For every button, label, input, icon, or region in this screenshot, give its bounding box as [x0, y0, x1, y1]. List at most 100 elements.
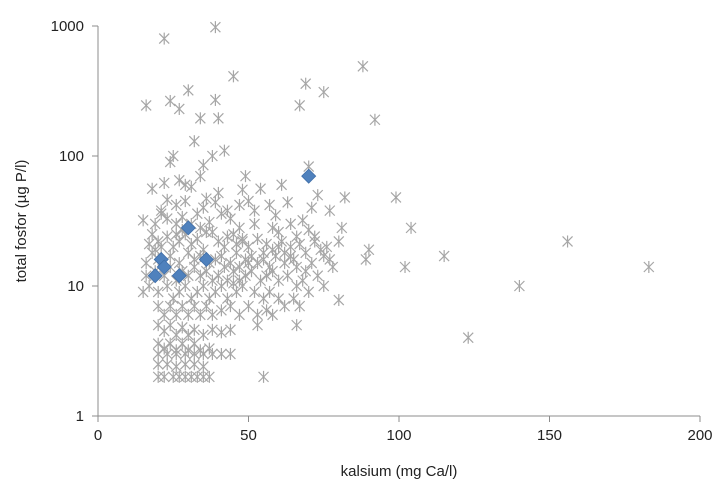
data-point-asterisk — [225, 212, 236, 225]
data-point-asterisk — [161, 358, 173, 371]
data-point-asterisk — [194, 308, 206, 321]
data-point-asterisk — [137, 214, 149, 227]
data-point-asterisk — [399, 261, 411, 274]
data-point-asterisk — [194, 269, 206, 282]
data-point-asterisk — [291, 261, 303, 274]
data-point-asterisk — [249, 217, 260, 230]
series-gray-asterisks — [137, 21, 655, 383]
data-point-asterisk — [143, 238, 155, 251]
data-point-asterisk — [228, 228, 239, 241]
data-point-asterisk — [270, 209, 282, 222]
data-point-asterisk — [513, 280, 525, 292]
data-point-asterisk — [197, 360, 209, 373]
data-point-asterisk — [212, 112, 224, 125]
data-point-asterisk — [188, 323, 200, 336]
data-point-asterisk — [140, 257, 152, 270]
data-point-asterisk — [237, 232, 248, 245]
data-point-asterisk — [173, 102, 185, 115]
data-point-asterisk — [288, 292, 300, 305]
data-point-asterisk — [197, 201, 209, 214]
data-point-asterisk — [197, 370, 209, 383]
data-point-asterisk — [173, 174, 185, 187]
data-point-asterisk — [222, 230, 233, 243]
data-point-asterisk — [360, 253, 372, 266]
data-point-asterisk — [215, 304, 227, 317]
data-point-asterisk — [273, 226, 285, 239]
data-point-asterisk — [252, 319, 263, 332]
data-point-asterisk — [152, 337, 164, 350]
data-point-asterisk — [152, 358, 164, 371]
data-point-asterisk — [206, 347, 218, 360]
data-point-asterisk — [188, 347, 200, 360]
data-point-asterisk — [164, 300, 176, 313]
data-point-asterisk — [215, 347, 227, 360]
data-point-asterisk — [137, 285, 149, 298]
data-point-asterisk — [306, 201, 318, 214]
data-point-asterisk — [312, 189, 324, 202]
data-point-asterisk — [218, 261, 230, 274]
data-point-asterisk — [188, 300, 200, 313]
data-point-asterisk — [161, 280, 173, 292]
data-point-asterisk — [182, 308, 194, 321]
data-point-asterisk — [240, 170, 251, 183]
data-point-asterisk — [152, 347, 164, 360]
x-tick-label: 150 — [537, 427, 562, 444]
data-point-asterisk — [203, 370, 215, 383]
data-point-asterisk — [191, 232, 203, 245]
data-point-asterisk — [252, 232, 263, 245]
y-axis-title: total fosfor (µg P/l) — [13, 160, 30, 283]
data-point-asterisk — [336, 221, 348, 234]
data-point-asterisk — [170, 328, 182, 341]
data-point-asterisk — [215, 250, 227, 263]
data-point-asterisk — [255, 182, 266, 195]
data-point-asterisk — [188, 135, 200, 148]
data-point-asterisk — [264, 198, 275, 211]
data-point-asterisk — [203, 216, 215, 229]
data-point-asterisk — [206, 226, 218, 239]
data-point-asterisk — [273, 274, 285, 287]
data-point-asterisk — [234, 261, 245, 274]
data-point-asterisk — [231, 238, 242, 251]
data-point-asterisk — [206, 150, 218, 162]
x-tick-label: 100 — [386, 427, 411, 444]
data-point-asterisk — [206, 323, 218, 336]
data-point-asterisk — [303, 285, 315, 298]
data-point-asterisk — [390, 191, 402, 204]
data-point-asterisk — [200, 265, 212, 278]
data-point-asterisk — [225, 300, 236, 313]
data-point-asterisk — [258, 246, 269, 259]
data-point-asterisk — [152, 370, 164, 383]
data-point-asterisk — [243, 195, 254, 208]
data-point-asterisk — [324, 204, 336, 217]
data-point-asterisk — [146, 182, 158, 195]
data-point-asterisk — [228, 70, 239, 83]
data-point-asterisk — [312, 269, 324, 282]
data-point-asterisk — [170, 308, 182, 321]
data-point-asterisk — [333, 294, 345, 307]
data-point-asterisk — [182, 269, 194, 282]
data-point-asterisk — [228, 265, 239, 278]
data-point-asterisk — [303, 223, 315, 236]
data-point-asterisk — [215, 326, 227, 339]
data-point-asterisk — [252, 308, 263, 321]
data-point-asterisk — [170, 198, 182, 211]
data-point-diamond — [156, 259, 172, 275]
data-point-asterisk — [218, 144, 230, 157]
data-point-asterisk — [197, 280, 209, 292]
data-point-asterisk — [261, 304, 272, 317]
data-point-asterisk — [152, 285, 164, 298]
data-point-asterisk — [197, 159, 209, 172]
data-point-diamond — [171, 268, 187, 284]
data-point-asterisk — [279, 246, 291, 259]
data-point-asterisk — [161, 347, 173, 360]
data-point-asterisk — [149, 243, 161, 256]
data-point-asterisk — [155, 240, 167, 253]
data-point-asterisk — [291, 319, 303, 332]
data-point-asterisk — [294, 99, 306, 112]
data-point-asterisk — [161, 212, 173, 225]
data-point-diamond — [147, 268, 163, 284]
tick-labels: 0 50 100 150 200 1 10 100 1000 — [51, 18, 713, 444]
x-tick-label: 0 — [94, 427, 102, 444]
data-point-asterisk — [158, 308, 170, 321]
